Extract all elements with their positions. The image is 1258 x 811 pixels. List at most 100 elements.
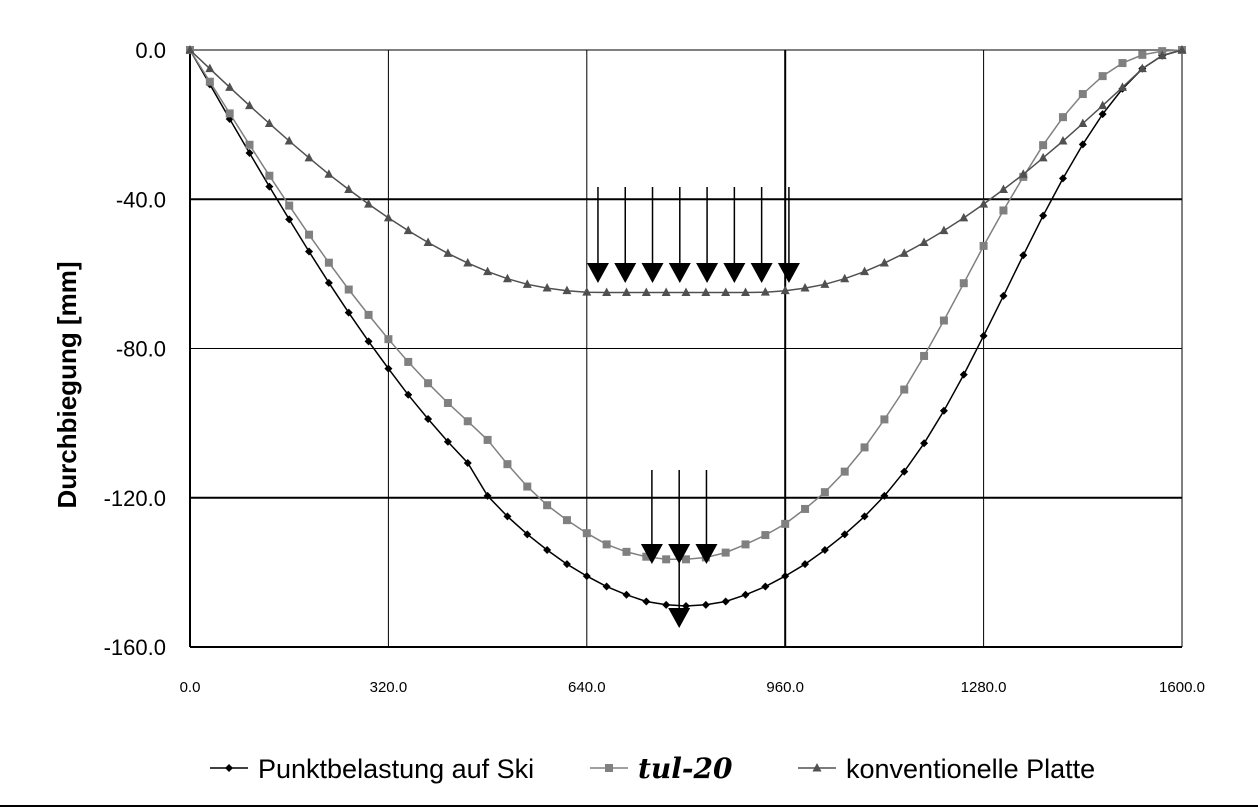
data-point	[225, 109, 234, 118]
data-point	[602, 540, 611, 549]
data-point	[265, 182, 274, 191]
data-point	[741, 287, 751, 297]
data-point	[820, 545, 829, 554]
series-line	[189, 49, 1183, 607]
data-point	[424, 415, 433, 424]
y-tick-labels: 0.0 -40.0 -80.0 -120.0 -160.0	[104, 38, 166, 660]
data-point	[463, 417, 472, 426]
data-point	[1078, 140, 1087, 149]
data-point	[344, 285, 353, 294]
data-point	[920, 439, 929, 448]
data-point	[284, 136, 294, 145]
legend-label: tul-20	[638, 752, 733, 785]
data-point	[860, 266, 870, 276]
data-point	[880, 415, 889, 424]
data-point	[701, 287, 711, 297]
load-arrow-head	[723, 263, 746, 283]
plate-load-arrow	[723, 187, 746, 283]
plate-load-arrow	[614, 187, 637, 283]
x-tick-label: 960.0	[766, 679, 804, 696]
data-point	[681, 287, 691, 297]
data-point	[1098, 72, 1107, 81]
data-point	[1098, 110, 1107, 119]
data-point	[185, 45, 195, 54]
data-point	[741, 590, 750, 599]
series-tul-20	[186, 46, 1186, 564]
data-point	[900, 467, 909, 476]
data-point	[1078, 90, 1087, 99]
legend-label: konventionelle Platte	[846, 754, 1095, 784]
data-point	[463, 258, 473, 267]
data-point	[543, 501, 552, 510]
data-point	[245, 100, 255, 110]
data-point	[781, 572, 790, 581]
data-point	[800, 283, 810, 292]
data-point	[1039, 141, 1048, 150]
data-point	[662, 600, 671, 609]
data-point	[840, 467, 849, 476]
data-point	[523, 482, 532, 491]
series-line	[189, 49, 1183, 294]
data-point	[523, 530, 532, 539]
data-point	[1058, 174, 1067, 183]
data-point	[761, 531, 770, 540]
data-point	[404, 390, 413, 399]
plate-load-arrow	[696, 187, 719, 283]
data-point	[543, 545, 552, 554]
load-arrow-head	[696, 263, 719, 283]
data-point	[245, 140, 254, 149]
data-point	[443, 437, 452, 446]
data-point	[602, 287, 612, 297]
data-point	[542, 283, 552, 292]
tul-load-arrow	[640, 470, 663, 564]
data-point	[701, 600, 710, 609]
data-point	[642, 597, 651, 606]
data-point	[1098, 100, 1108, 110]
data-point	[443, 398, 452, 407]
data-point	[812, 763, 822, 772]
plate-load-arrow	[750, 187, 773, 283]
data-point	[225, 764, 233, 772]
y-tick-label: -80.0	[116, 337, 166, 362]
data-point	[1058, 113, 1067, 122]
data-point	[404, 357, 413, 366]
data-point	[344, 308, 353, 317]
load-arrows	[586, 187, 800, 628]
data-point	[999, 291, 1008, 300]
legend-label: Punktbelastung auf Ski	[258, 754, 534, 784]
data-point	[1039, 211, 1048, 220]
data-point	[879, 258, 889, 267]
data-point	[424, 379, 433, 388]
data-point	[840, 530, 849, 539]
data-point	[642, 552, 651, 561]
data-point	[483, 435, 492, 444]
x-tick-label: 0.0	[180, 679, 201, 696]
load-arrow-head	[614, 263, 637, 283]
legend: Punktbelastung auf Ski tul-20 konventionel…	[210, 752, 1095, 785]
plate-load-arrow	[641, 187, 664, 283]
y-tick-label: -160.0	[104, 635, 166, 660]
data-point	[285, 215, 294, 224]
data-point	[364, 337, 373, 346]
data-point	[860, 443, 869, 452]
data-point	[1078, 118, 1088, 128]
series-point-load	[186, 46, 1186, 610]
data-point	[305, 247, 314, 256]
data-point	[641, 287, 651, 297]
data-point	[205, 77, 214, 86]
data-point	[324, 258, 333, 267]
data-point	[304, 152, 314, 162]
plate-load-arrow	[777, 187, 800, 283]
data-point	[483, 266, 493, 276]
data-point	[661, 287, 671, 297]
data-point	[1157, 50, 1167, 60]
data-point	[1019, 251, 1028, 260]
point-load-arrow	[668, 560, 691, 628]
data-point	[820, 279, 830, 288]
data-point	[1177, 45, 1187, 54]
data-point	[801, 504, 810, 513]
y-tick-label: -40.0	[116, 187, 166, 212]
data-point	[939, 406, 948, 415]
data-point	[364, 310, 373, 319]
